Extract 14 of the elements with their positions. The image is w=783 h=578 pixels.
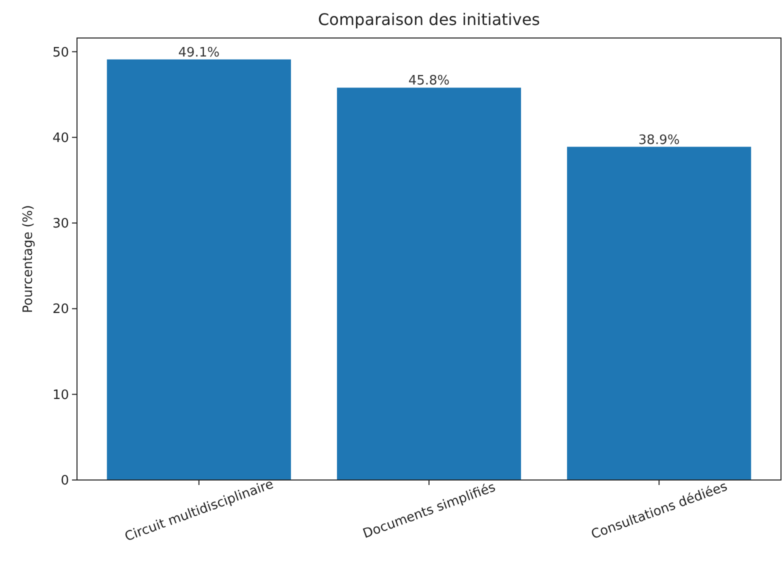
y-tick-label: 0 (60, 474, 69, 489)
y-axis-title: Pourcentage (%) (21, 205, 36, 313)
y-tick-label: 40 (52, 130, 69, 146)
bar (567, 146, 752, 480)
chart-title: Comparaison des initiatives (318, 10, 540, 29)
data-label: 38.9% (638, 132, 680, 148)
y-tick-label: 20 (52, 302, 69, 318)
y-tick-label: 10 (52, 388, 69, 403)
bar (106, 59, 291, 480)
y-tick-label: 30 (52, 216, 69, 232)
bar (336, 88, 522, 480)
y-tick-label: 50 (52, 45, 69, 60)
data-label: 45.8% (408, 74, 450, 89)
data-label: 49.1% (178, 45, 220, 60)
